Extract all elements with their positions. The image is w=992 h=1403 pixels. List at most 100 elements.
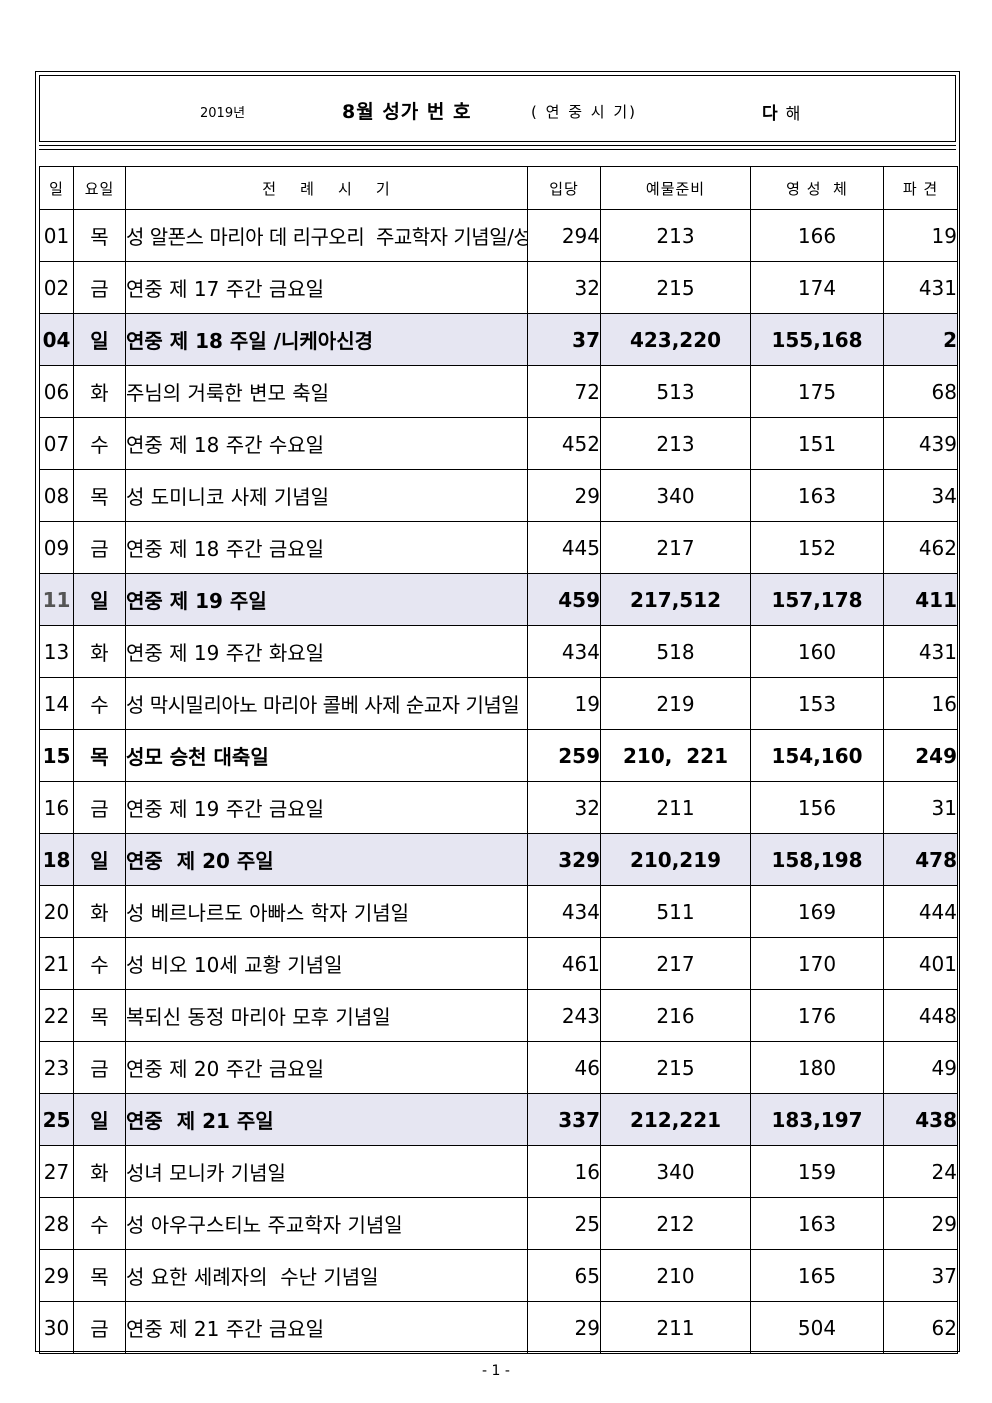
col-header-communion: 영 성 체 — [750, 166, 884, 210]
table-row: 25 일 연중 제 21 주일 337 212,221 183,197 438 — [39, 1093, 958, 1146]
weekday-cell: 금 — [73, 781, 126, 834]
col-header-day: 일 — [39, 166, 74, 210]
day-cell: 01 — [39, 209, 74, 262]
weekday-cell: 화 — [73, 885, 126, 938]
table-row: 06 화 주님의 거룩한 변모 축일 72 513 175 68 — [39, 365, 958, 418]
entrance-hymn-cell: 259 — [527, 729, 601, 782]
liturgy-cell: 성녀 모니카 기념일 — [125, 1145, 528, 1198]
col-header-dismissal: 파 견 — [883, 166, 958, 210]
offertory-hymn-cell: 212,221 — [600, 1093, 751, 1146]
weekday-cell: 화 — [73, 625, 126, 678]
entrance-hymn-cell: 16 — [527, 1145, 601, 1198]
day-cell: 21 — [39, 937, 74, 990]
day-cell: 11 — [39, 573, 74, 626]
entrance-hymn-cell: 445 — [527, 521, 601, 574]
weekday-cell: 목 — [73, 209, 126, 262]
offertory-hymn-cell: 219 — [600, 677, 751, 730]
liturgy-cell: 연중 제 19 주일 — [125, 573, 528, 626]
dismissal-hymn-cell: 439 — [883, 417, 958, 470]
offertory-hymn-cell: 212 — [600, 1197, 751, 1250]
hymn-table: 일 요일 전 례 시 기 입당 예물준비 영 성 체 파 견 01 목 성 알폰스 … — [39, 166, 958, 1354]
liturgy-cell: 연중 제 17 주간 금요일 — [125, 261, 528, 314]
liturgy-cell: 성 도미니코 사제 기념일 — [125, 469, 528, 522]
entrance-hymn-cell: 19 — [527, 677, 601, 730]
communion-hymn-cell: 174 — [750, 261, 884, 314]
communion-hymn-cell: 170 — [750, 937, 884, 990]
day-cell: 04 — [39, 313, 74, 366]
liturgy-cell: 복되신 동정 마리아 모후 기념일 — [125, 989, 528, 1042]
table-row: 09 금 연중 제 18 주간 금요일 445 217 152 462 — [39, 521, 958, 574]
dismissal-hymn-cell: 68 — [883, 365, 958, 418]
dismissal-hymn-cell: 19 — [883, 209, 958, 262]
table-row: 13 화 연중 제 19 주간 화요일 434 518 160 431 — [39, 625, 958, 678]
weekday-cell: 일 — [73, 1093, 126, 1146]
weekday-cell: 수 — [73, 937, 126, 990]
table-row: 02 금 연중 제 17 주간 금요일 32 215 174 431 — [39, 261, 958, 314]
weekday-cell: 일 — [73, 833, 126, 886]
dismissal-hymn-cell: 448 — [883, 989, 958, 1042]
communion-hymn-cell: 180 — [750, 1041, 884, 1094]
entrance-hymn-cell: 243 — [527, 989, 601, 1042]
weekday-cell: 화 — [73, 365, 126, 418]
table-row: 18 일 연중 제 20 주일 329 210,219 158,198 478 — [39, 833, 958, 886]
offertory-hymn-cell: 217,512 — [600, 573, 751, 626]
weekday-cell: 목 — [73, 729, 126, 782]
communion-hymn-cell: 157,178 — [750, 573, 884, 626]
day-cell: 23 — [39, 1041, 74, 1094]
day-cell: 30 — [39, 1301, 74, 1354]
page-title: 8월 성가 번 호 — [342, 101, 472, 123]
liturgy-cell: 성 요한 세례자의 수난 기념일 — [125, 1249, 528, 1302]
table-header-row: 일 요일 전 례 시 기 입당 예물준비 영 성 체 파 견 — [39, 166, 958, 210]
day-cell: 27 — [39, 1145, 74, 1198]
communion-hymn-cell: 166 — [750, 209, 884, 262]
offertory-hymn-cell: 217 — [600, 521, 751, 574]
dismissal-hymn-cell: 438 — [883, 1093, 958, 1146]
table-row: 14 수 성 막시밀리아노 마리아 콜베 사제 순교자 기념일 19 219 153 16 — [39, 677, 958, 730]
communion-hymn-cell: 169 — [750, 885, 884, 938]
offertory-hymn-cell: 217 — [600, 937, 751, 990]
table-row: 22 목 복되신 동정 마리아 모후 기념일 243 216 176 448 — [39, 989, 958, 1042]
entrance-hymn-cell: 294 — [527, 209, 601, 262]
table-row: 04 일 연중 제 18 주일 /니케아신경 37 423,220 155,168 2 — [39, 313, 958, 366]
entrance-hymn-cell: 25 — [527, 1197, 601, 1250]
communion-hymn-cell: 153 — [750, 677, 884, 730]
communion-hymn-cell: 175 — [750, 365, 884, 418]
entrance-hymn-cell: 65 — [527, 1249, 601, 1302]
entrance-hymn-cell: 434 — [527, 625, 601, 678]
entrance-hymn-cell: 434 — [527, 885, 601, 938]
communion-hymn-cell: 183,197 — [750, 1093, 884, 1146]
table-row: 16 금 연중 제 19 주간 금요일 32 211 156 31 — [39, 781, 958, 834]
entrance-hymn-cell: 452 — [527, 417, 601, 470]
day-cell: 14 — [39, 677, 74, 730]
table-row: 01 목 성 알폰스 마리아 데 리구오리 주교학자 기념일/성시간 294 213 16… — [39, 209, 958, 262]
day-cell: 07 — [39, 417, 74, 470]
weekday-cell: 일 — [73, 313, 126, 366]
day-cell: 09 — [39, 521, 74, 574]
dismissal-hymn-cell: 411 — [883, 573, 958, 626]
dismissal-hymn-cell: 431 — [883, 625, 958, 678]
communion-hymn-cell: 160 — [750, 625, 884, 678]
weekday-cell: 수 — [73, 1197, 126, 1250]
day-cell: 15 — [39, 729, 74, 782]
day-cell: 13 — [39, 625, 74, 678]
offertory-hymn-cell: 216 — [600, 989, 751, 1042]
header-year: 2019년 — [200, 106, 246, 121]
day-cell: 02 — [39, 261, 74, 314]
year-cycle-suffix: 해 — [785, 104, 801, 123]
dismissal-hymn-cell: 62 — [883, 1301, 958, 1354]
communion-hymn-cell: 154,160 — [750, 729, 884, 782]
offertory-hymn-cell: 423,220 — [600, 313, 751, 366]
table-row: 21 수 성 비오 10세 교황 기념일 461 217 170 401 — [39, 937, 958, 990]
table-row: 23 금 연중 제 20 주간 금요일 46 215 180 49 — [39, 1041, 958, 1094]
liturgy-cell: 성 아우구스티노 주교학자 기념일 — [125, 1197, 528, 1250]
dismissal-hymn-cell: 2 — [883, 313, 958, 366]
communion-hymn-cell: 155,168 — [750, 313, 884, 366]
liturgy-cell: 연중 제 19 주간 화요일 — [125, 625, 528, 678]
weekday-cell: 금 — [73, 261, 126, 314]
day-cell: 16 — [39, 781, 74, 834]
entrance-hymn-cell: 29 — [527, 1301, 601, 1354]
table-row: 08 목 성 도미니코 사제 기념일 29 340 163 34 — [39, 469, 958, 522]
col-header-entrance: 입당 — [527, 166, 601, 210]
day-cell: 25 — [39, 1093, 74, 1146]
